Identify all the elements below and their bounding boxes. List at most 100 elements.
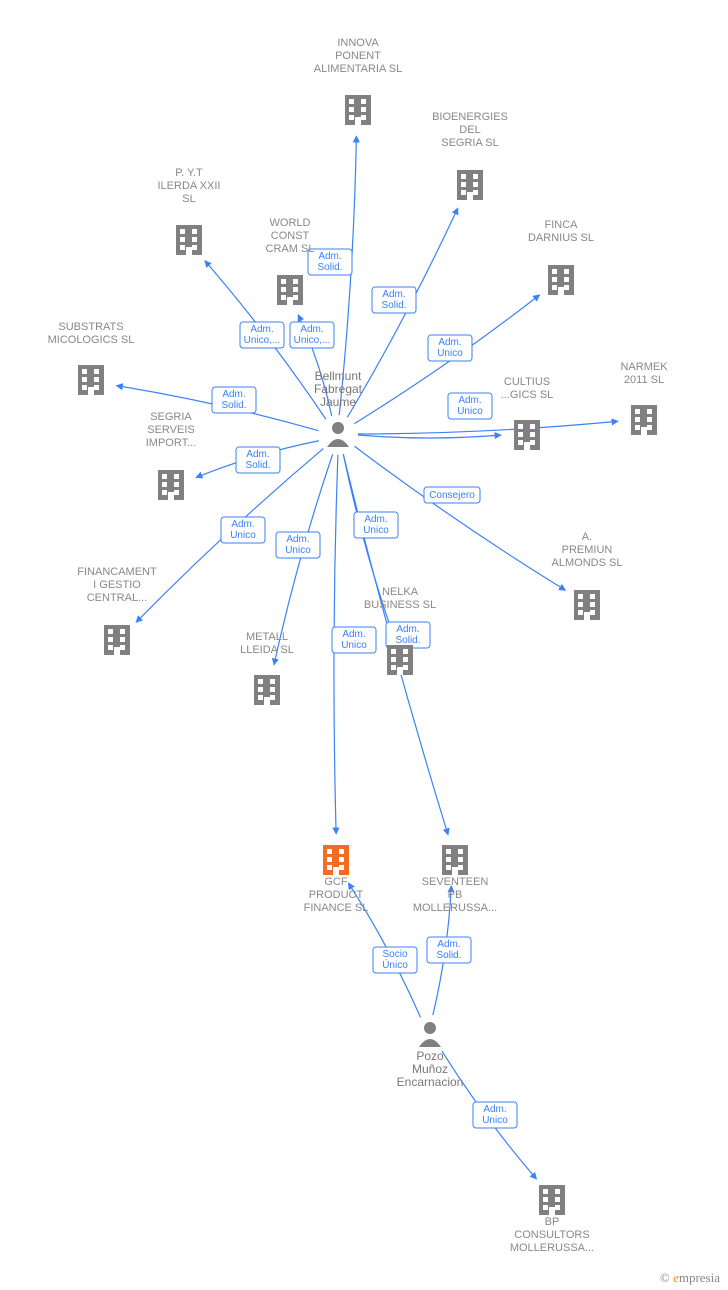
node-label: ALIMENTARIA SL — [314, 63, 402, 75]
node-label: FINCA — [545, 219, 579, 231]
edge-label: Adm. — [300, 324, 323, 335]
edge-label: Unico — [437, 348, 463, 359]
node-label: MOLLERUSSA... — [510, 1242, 594, 1254]
edge-label: Unico — [285, 545, 311, 556]
company-icon — [574, 590, 600, 620]
edge-label: Adm. — [437, 939, 460, 950]
edge-label: Único — [382, 958, 408, 971]
edge-label: Consejero — [429, 490, 475, 501]
company-icon — [104, 625, 130, 655]
company-icon — [254, 675, 280, 705]
edge-label: Unico — [363, 525, 389, 536]
company-icon — [78, 365, 104, 395]
person-icon — [327, 422, 349, 447]
edge-label: Adm. — [438, 337, 461, 348]
company-icon — [442, 845, 468, 875]
edge-label: Solid. — [381, 300, 406, 311]
edge-label: Adm. — [318, 251, 341, 262]
company-icon — [323, 845, 349, 875]
edge-label: Unico — [482, 1115, 508, 1126]
company-icon — [514, 420, 540, 450]
company-icon — [176, 225, 202, 255]
node-label: CONST — [271, 230, 310, 242]
node-label: Jaume — [320, 395, 356, 409]
node-label: BUSINESS SL — [364, 599, 436, 611]
edge-label: Unico,... — [244, 335, 281, 346]
node-label: CRAM SL — [266, 243, 315, 255]
edge-label: Adm. — [364, 514, 387, 525]
edge-label: Adm. — [246, 449, 269, 460]
edge-label: Adm. — [222, 389, 245, 400]
company-icon — [387, 645, 413, 675]
node-label: FINANCE SL — [304, 902, 369, 914]
node-label: 2011 SL — [624, 374, 664, 386]
node-label: PRODUCT — [309, 889, 364, 901]
company-icon — [277, 275, 303, 305]
node-label: SEVENTEEN — [422, 876, 489, 888]
edge-label: Solid. — [221, 400, 246, 411]
node-label: SEGRIA — [150, 411, 192, 423]
edge-label: Adm. — [342, 629, 365, 640]
network-diagram: Adm.Solid.Adm.Solid.Adm.Unico,...Adm.Uni… — [0, 0, 728, 1290]
edge-label: Unico — [457, 406, 483, 417]
node-label: PB — [448, 889, 463, 901]
edge — [358, 435, 501, 438]
node-label: PREMIUN — [562, 544, 613, 556]
node-label: BIOENERGIES — [432, 111, 508, 123]
node-label: SEGRIA SL — [441, 137, 498, 149]
node-label: ALMONDS SL — [552, 557, 623, 569]
edge-label: Adm. — [483, 1104, 506, 1115]
node-label: P. Y.T — [175, 167, 203, 179]
node-label: CENTRAL... — [87, 592, 148, 604]
node-label: CULTIUS — [504, 376, 550, 388]
node-label: A. — [582, 531, 592, 543]
node-label: NELKA — [382, 586, 419, 598]
edge-label: Unico,... — [294, 335, 331, 346]
node-label: SL — [182, 193, 195, 205]
edge-label: Adm. — [396, 624, 419, 635]
node-label: FINANCAMENT — [77, 566, 157, 578]
company-icon — [539, 1185, 565, 1215]
node-label: MICOLOGICS SL — [48, 334, 135, 346]
node-label: Fabregat — [314, 382, 363, 396]
edge-label: Adm. — [286, 534, 309, 545]
edge-label: Unico — [341, 640, 367, 651]
company-icon — [158, 470, 184, 500]
edge-label: Adm. — [382, 289, 405, 300]
node-label: DEL — [459, 124, 480, 136]
edge-label: Solid. — [317, 262, 342, 273]
edge-label: Adm. — [231, 519, 254, 530]
node-label: BP — [545, 1216, 560, 1228]
node-label: LLEIDA SL — [240, 644, 294, 656]
copyright-symbol: © — [660, 1270, 670, 1285]
node-label: GCF — [324, 876, 348, 888]
company-icon — [631, 405, 657, 435]
edge — [358, 421, 618, 434]
node-label: PONENT — [335, 50, 381, 62]
node-label: METALL — [246, 631, 288, 643]
node-label: NARMEK — [620, 361, 668, 373]
edge-label: Solid. — [436, 950, 461, 961]
node-label: Bellmunt — [315, 369, 362, 383]
company-icon — [457, 170, 483, 200]
node-label: ...GICS SL — [501, 389, 554, 401]
node-label: IMPORT... — [146, 437, 197, 449]
node-label: DARNIUS SL — [528, 232, 594, 244]
company-icon — [345, 95, 371, 125]
node-label: WORLD — [270, 217, 311, 229]
edge-label: Solid. — [395, 635, 420, 646]
node-label: MOLLERUSSA... — [413, 902, 497, 914]
edge-label: Unico — [230, 530, 256, 541]
node-label: Pozo — [416, 1049, 444, 1063]
node-label: Muñoz — [412, 1062, 448, 1076]
footer-brand: © empresia — [660, 1270, 720, 1286]
node-label: I GESTIO — [93, 579, 141, 591]
node-label: INNOVA — [337, 37, 379, 49]
node-label: CONSULTORS — [514, 1229, 589, 1241]
person-icon — [419, 1022, 441, 1047]
edge-label: Adm. — [458, 395, 481, 406]
node-label: Encarnacion — [397, 1075, 464, 1089]
brand-rest: mpresia — [679, 1270, 720, 1285]
node-label: SERVEIS — [147, 424, 195, 436]
company-icon — [548, 265, 574, 295]
